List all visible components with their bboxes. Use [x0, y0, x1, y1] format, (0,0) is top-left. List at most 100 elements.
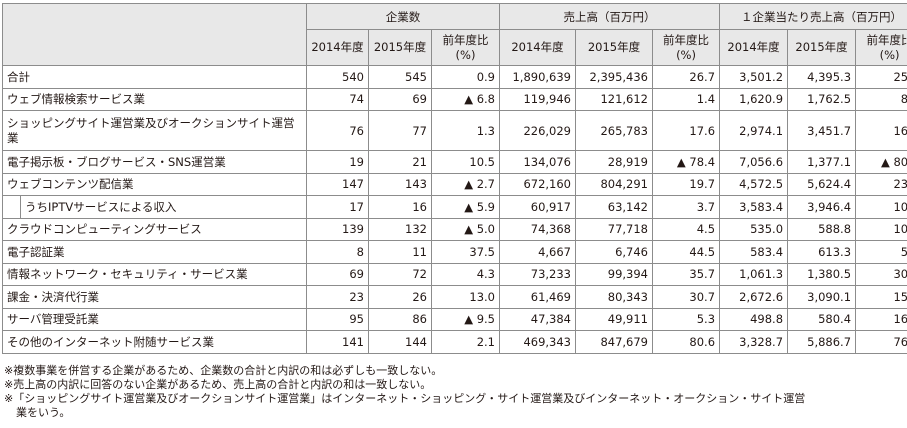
table-cell: 1,377.1 — [787, 150, 857, 174]
table-cell: 3,946.4 — [787, 195, 857, 219]
table-cell: ▲ 80.5 — [855, 150, 907, 174]
table-cell: 119,946 — [499, 87, 576, 111]
table-cell: 21 — [368, 150, 432, 174]
sub-header-cell: 前年度比 (%) — [651, 29, 721, 66]
table-cell: 61,469 — [499, 285, 576, 309]
table-cell: 47,384 — [499, 307, 576, 331]
table-cell: 134,076 — [499, 150, 576, 174]
group-header-companies: 企業数 — [306, 3, 500, 30]
table-cell: 16.4 — [855, 307, 907, 331]
table-cell: 49,911 — [575, 307, 653, 331]
table-cell: 144 — [368, 330, 432, 354]
table-cell: 265,783 — [575, 110, 653, 151]
table-cell: 13.0 — [431, 285, 500, 309]
table-cell: 73,233 — [499, 262, 576, 286]
footnotes: ※複数事業を併営する企業があるため、企業数の合計と内訳の和は必ずしも一致しない。… — [4, 364, 904, 420]
table-cell: 147 — [306, 172, 369, 196]
table-cell: 4.5 — [651, 217, 721, 241]
table-cell: 2.1 — [431, 330, 500, 354]
table-cell: 3.7 — [651, 195, 721, 219]
table-cell: 535.0 — [719, 217, 789, 241]
table-cell: 10.1 — [855, 217, 907, 241]
table-cell: 69 — [306, 262, 369, 286]
row-label: ウェブ情報検索サービス業 — [2, 87, 307, 111]
table-cell: 26 — [368, 285, 432, 309]
group-header-sales-per-company: １企業当たり売上高（百万円） — [719, 3, 907, 30]
table-cell: ▲ 9.5 — [431, 307, 500, 331]
sub-header-cell: 2014年度 — [306, 29, 369, 66]
row-label: 合計 — [2, 65, 307, 89]
table-row: 合計 540 545 0.9 1,890,639 2,395,436 26.7 3,501.2… — [2, 65, 907, 89]
table-cell: 37.5 — [431, 240, 500, 264]
table-cell: 3,090.1 — [787, 285, 857, 309]
table-cell: 583.4 — [719, 240, 789, 264]
sub-header-row: 2014年度 2015年度 前年度比 (%) 2014年度 2015年度 前年度比 (%)… — [3, 29, 907, 66]
table-cell: 72 — [368, 262, 432, 286]
row-label: 電子認証業 — [2, 240, 307, 264]
footnote-line: ※「ショッピングサイト運営業及びオークションサイト運営業」はインターネット・ショ… — [4, 392, 806, 405]
table-cell: 26.7 — [651, 65, 721, 89]
table-cell: 17.6 — [651, 110, 721, 151]
table-cell: 139 — [306, 217, 369, 241]
indent-spacer — [2, 195, 21, 218]
table-cell: 17 — [306, 195, 369, 219]
table-cell: 10.1 — [855, 195, 907, 219]
row-label: その他のインターネット附随サービス業 — [2, 330, 307, 354]
table-cell: 2,672.6 — [719, 285, 789, 309]
row-label: クラウドコンピューティングサービス — [2, 217, 307, 241]
footnote-line: 業をいう。 — [16, 406, 71, 419]
table-cell: 3,328.7 — [719, 330, 789, 354]
table-cell: 80.6 — [651, 330, 721, 354]
row-label: ウェブコンテンツ配信業 — [2, 172, 307, 196]
group-header-sales: 売上高（百万円） — [498, 3, 721, 30]
table-cell: 63,142 — [575, 195, 653, 219]
table-row: 電子掲示板・ブログサービス・SNS運営業 19 21 10.5 134,076 28,91… — [2, 150, 907, 174]
table-cell: 121,612 — [575, 87, 653, 111]
table-cell: 16.1 — [855, 110, 907, 151]
table-cell: 10.5 — [431, 150, 500, 174]
table-cell: 1,890,639 — [499, 65, 576, 89]
table-cell: 1,762.5 — [787, 87, 857, 111]
group-header-row: 企業数 売上高（百万円） １企業当たり売上高（百万円） — [2, 3, 907, 66]
table-cell: 77,718 — [575, 217, 653, 241]
table-cell: 1.3 — [431, 110, 500, 151]
sub-header-cell: 2014年度 — [719, 29, 789, 66]
table-cell: 19.7 — [651, 172, 721, 196]
table-cell: 60,917 — [499, 195, 576, 219]
row-label: 情報ネットワーク・セキュリティ・サービス業 — [2, 262, 307, 286]
row-label: うちIPTVサービスによる収入 — [20, 195, 307, 219]
row-label: サーバ管理受託業 — [2, 307, 307, 331]
sub-header-cell: 2014年度 — [499, 29, 576, 66]
table-cell: 23.0 — [855, 172, 907, 196]
table-cell: 2,395,436 — [575, 65, 653, 89]
table-cell: ▲ 5.0 — [431, 217, 500, 241]
table-cell: 19 — [306, 150, 369, 174]
sub-header-cell: 2015年度 — [368, 29, 432, 66]
table-cell: 35.7 — [651, 262, 721, 286]
table-cell: 580.4 — [787, 307, 857, 331]
table-cell: 95 — [306, 307, 369, 331]
table-cell: 74 — [306, 87, 369, 111]
table-cell: 143 — [368, 172, 432, 196]
internet-services-table: 企業数 売上高（百万円） １企業当たり売上高（百万円） 2014年度 2015年度… — [2, 3, 907, 354]
table-cell: 69 — [368, 87, 432, 111]
table-cell: ▲ 5.9 — [431, 195, 500, 219]
table-cell: 74,368 — [499, 217, 576, 241]
footnote-line: ※複数事業を併営する企業があるため、企業数の合計と内訳の和は必ずしも一致しない。 — [4, 364, 443, 377]
table-row: 情報ネットワーク・セキュリティ・サービス業 69 72 4.3 73,233 99,394… — [2, 262, 907, 286]
table-row: ショッピングサイト運営業及びオークションサイト運営業 76 77 1.3 226,029… — [2, 110, 907, 151]
table-cell: ▲ 78.4 — [651, 150, 721, 174]
table-cell: 5,886.7 — [787, 330, 857, 354]
table-row: 課金・決済代行業 23 26 13.0 61,469 80,343 30.7 2,672.6 3… — [2, 285, 907, 309]
table-cell: 25.5 — [855, 65, 907, 89]
table-cell: 5,624.4 — [787, 172, 857, 196]
table-cell: 4,667 — [499, 240, 576, 264]
table-row: その他のインターネット附随サービス業 141 144 2.1 469,343 847,67… — [2, 330, 907, 354]
sub-header-cell: 2015年度 — [575, 29, 653, 66]
sub-header-cell: 2015年度 — [787, 29, 857, 66]
table-cell: 44.5 — [651, 240, 721, 264]
table-cell: 1.4 — [651, 87, 721, 111]
table-cell: ▲ 2.7 — [431, 172, 500, 196]
